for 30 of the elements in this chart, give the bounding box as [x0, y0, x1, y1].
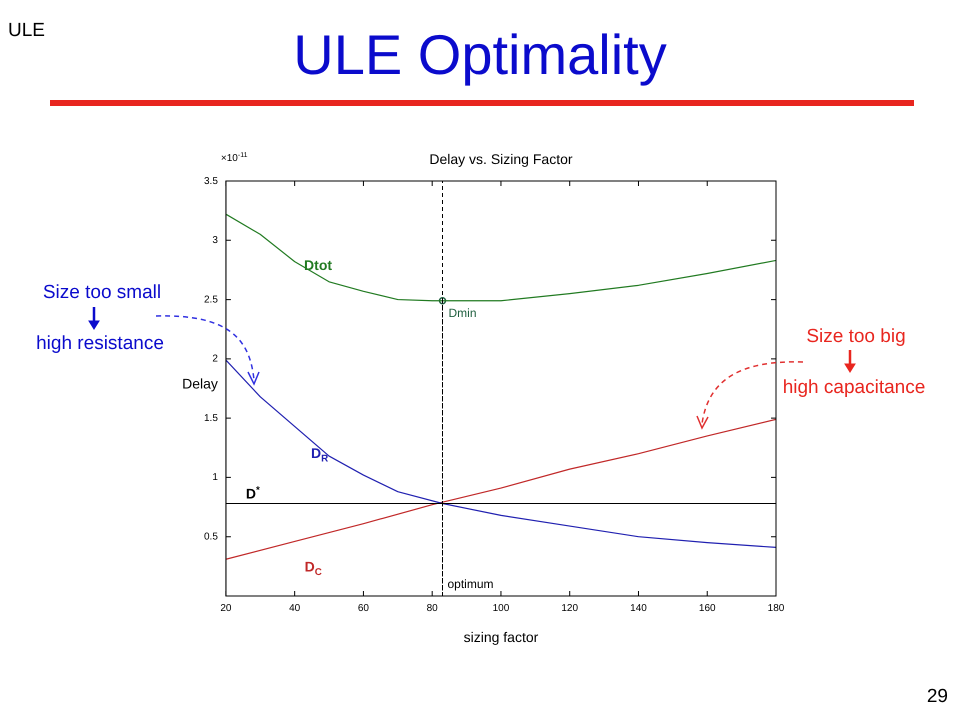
- text: 29: [926, 686, 948, 708]
- x-tick-label: 60: [358, 602, 370, 614]
- x-tick-label: 20: [220, 602, 232, 614]
- series-label: Dmin: [448, 306, 477, 320]
- chart-subtitle: Delay vs. Sizing Factor: [429, 151, 573, 167]
- x-tick-label: 160: [698, 602, 716, 614]
- x-tick-label: 100: [492, 602, 510, 614]
- y-axis-title: Delay: [182, 376, 218, 392]
- y-tick-label: 3: [212, 235, 218, 246]
- x-tick-label: 140: [630, 602, 648, 614]
- ref-line-label: D*: [246, 484, 260, 502]
- text: high resistance: [36, 333, 164, 355]
- ref-line-label: optimum: [448, 577, 494, 591]
- y-tick-label: 1: [212, 472, 218, 484]
- text: high capacitance: [782, 377, 926, 399]
- y-tick-label: 2: [212, 354, 218, 365]
- series-label: Dtot: [304, 256, 332, 273]
- y-tick-label: 0.5: [204, 531, 218, 542]
- x-tick-label: 120: [561, 602, 578, 614]
- y-tick-label: 3.5: [204, 176, 218, 187]
- text: ULE: [8, 20, 45, 42]
- y-tick-label: 1.5: [204, 412, 218, 424]
- chart-title: ULE Optimality: [293, 23, 667, 86]
- x-axis-title: sizing factor: [464, 629, 539, 645]
- x-tick-label: 180: [768, 602, 785, 614]
- text: Size too big: [806, 326, 906, 348]
- text: Size too small: [42, 282, 162, 304]
- x-tick-label: 80: [426, 602, 438, 614]
- y-tick-label: 2.5: [204, 294, 218, 306]
- x-tick-label: 40: [289, 602, 301, 614]
